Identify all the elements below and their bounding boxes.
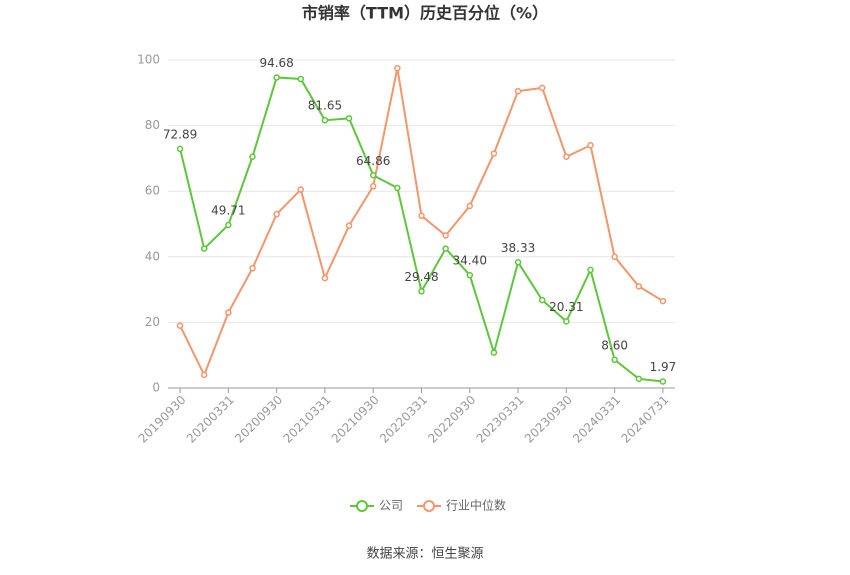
point: [200, 371, 208, 379]
point: [587, 266, 594, 274]
point: [514, 87, 522, 95]
point: [490, 349, 498, 356]
point: [297, 75, 305, 83]
point: [321, 116, 329, 124]
x-tick-label: 20240731: [618, 393, 671, 446]
point: [563, 318, 570, 325]
point: [345, 222, 353, 229]
x-tick-label: 20210930: [329, 393, 382, 446]
y-tick-label: 100: [137, 53, 160, 67]
point: [200, 245, 208, 252]
point: [321, 274, 329, 282]
legend-label: 行业中位数: [446, 498, 506, 513]
point: [176, 145, 184, 153]
data-label: 34.40: [453, 254, 487, 268]
data-label: 1.97: [650, 360, 677, 374]
x-tick-label: 20240331: [570, 393, 623, 446]
y-tick-label: 20: [145, 315, 160, 329]
point: [659, 297, 667, 305]
point: [538, 84, 546, 92]
point: [659, 378, 667, 385]
data-label: 72.89: [163, 127, 197, 141]
point: [273, 210, 280, 218]
point: [442, 245, 449, 252]
point: [225, 221, 232, 229]
data-label: 94.68: [259, 56, 293, 70]
point: [418, 212, 425, 220]
x-tick-label: 20230331: [474, 393, 527, 446]
point: [587, 142, 594, 149]
series-line: [179, 76, 664, 383]
x-tick-label: 20190930: [136, 393, 189, 446]
data-label: 64.86: [356, 154, 390, 168]
series-line: [179, 67, 664, 378]
point: [369, 172, 377, 179]
point: [297, 186, 305, 193]
x-tick-label: 20200331: [184, 393, 237, 446]
y-tick-label: 80: [145, 118, 160, 132]
point: [563, 153, 570, 161]
legend-label: 公司: [379, 499, 403, 513]
point: [225, 309, 232, 316]
x-tick-label: 20230930: [522, 393, 575, 446]
y-tick-label: 60: [145, 184, 160, 198]
chart-title: 市销率（TTM）历史百分位（%）: [302, 4, 548, 23]
data-label: 38.33: [501, 241, 535, 255]
point: [466, 202, 474, 210]
point: [611, 356, 618, 364]
legend-marker: [356, 500, 368, 512]
point: [442, 232, 449, 239]
point: [635, 375, 643, 383]
legend-marker: [423, 500, 436, 512]
source-note: 数据来源：恒生聚源: [366, 547, 483, 562]
x-tick-label: 20200930: [232, 393, 285, 446]
y-tick-label: 40: [145, 249, 160, 263]
y-tick-label: 0: [152, 381, 160, 395]
point: [418, 288, 425, 295]
point: [538, 296, 546, 304]
point: [394, 184, 401, 192]
data-label: 29.48: [404, 270, 438, 284]
data-label: 81.65: [308, 99, 342, 113]
x-tick-label: 20220331: [377, 393, 430, 446]
point: [394, 64, 401, 72]
point: [273, 74, 280, 81]
point: [635, 283, 643, 290]
data-label: 49.71: [211, 203, 245, 217]
point: [369, 183, 377, 190]
point: [176, 322, 184, 329]
point: [466, 271, 474, 279]
point: [611, 253, 618, 261]
point: [345, 115, 353, 122]
x-tick-label: 20220930: [425, 393, 478, 446]
data-label: 8.60: [601, 338, 628, 352]
data-label: 20.31: [549, 300, 583, 314]
point: [249, 153, 256, 161]
point: [490, 150, 498, 157]
point: [514, 259, 522, 266]
point: [249, 265, 256, 272]
x-tick-label: 20210331: [280, 393, 333, 446]
